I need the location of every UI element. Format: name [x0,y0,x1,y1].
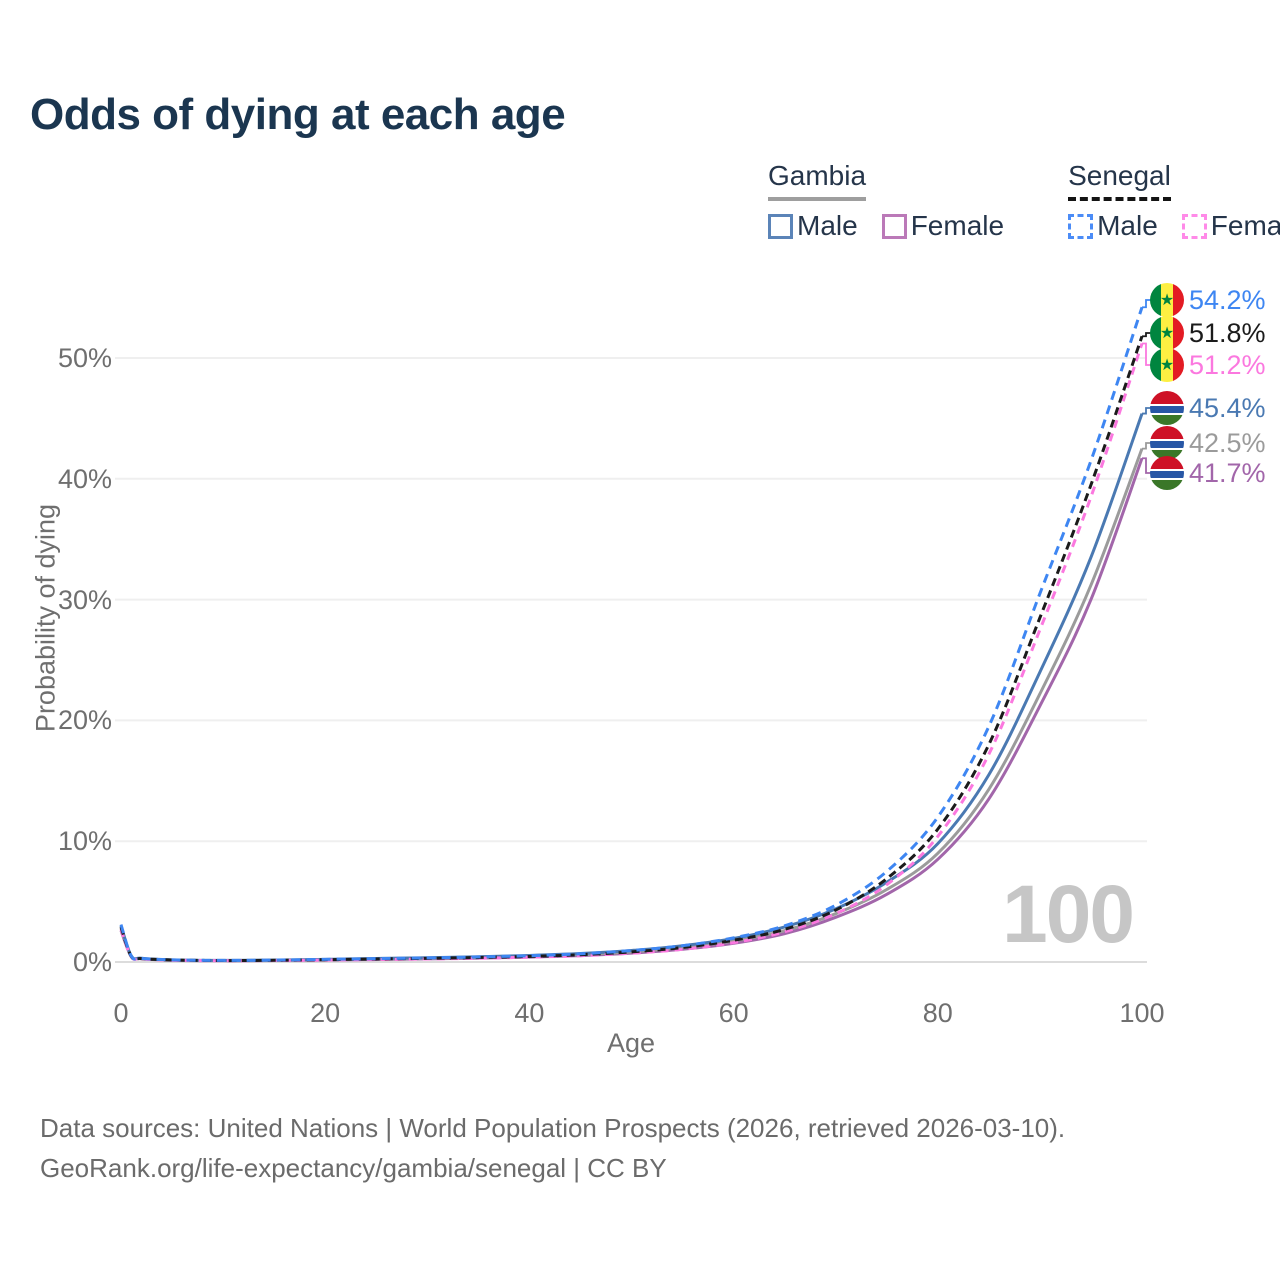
x-tick-label: 20 [310,998,341,1028]
legend-item-gambia-male[interactable]: Male [768,210,858,242]
y-tick-label: 10% [57,826,112,857]
y-tick-label: 0% [72,947,112,977]
legend-items-gambia: Male Female [768,210,1028,242]
legend-item-label: Male [1097,210,1158,241]
y-tick-label: 20% [57,705,112,736]
x-tick-label: 60 [718,998,749,1028]
legend-item-gambia-female[interactable]: Female [881,210,1005,242]
y-tick-label: 50% [57,343,112,373]
age-counter-watermark: 100 [1002,869,1135,960]
page-title: Odds of dying at each age [30,90,566,139]
legend-item-label: Female [1210,210,1280,241]
legend-items-senegal: Male Female [1068,210,1280,242]
legend-item-senegal-female[interactable]: Female [1181,210,1280,242]
gambia-male-swatch-icon [768,213,793,239]
x-tick-label: 40 [514,998,545,1028]
legend-group-gambia: Gambia Male Female [768,160,1028,242]
legend-item-label: Female [910,210,1005,241]
senegal-male-swatch-icon [1068,213,1094,239]
legend-group-senegal: Senegal Male Female [1068,160,1280,242]
x-tick-label: 0 [113,998,129,1028]
gambia-female-swatch-icon [881,213,907,239]
chart-legend: Gambia Male Female Senegal Male [768,160,1280,242]
x-axis-title: Age [606,1028,656,1058]
legend-item-label: Male [797,210,858,241]
data-sources-line: Data sources: United Nations | World Pop… [40,1113,1066,1143]
attribution-line: GeoRank.org/life-expectancy/gambia/seneg… [40,1153,667,1183]
y-axis-title: Probability of dying [30,503,61,733]
y-tick-label: 30% [57,584,112,615]
legend-country-gambia[interactable]: Gambia [768,160,867,201]
legend-item-senegal-male[interactable]: Male [1068,210,1158,242]
y-tick-label: 40% [57,463,112,494]
legend-country-senegal[interactable]: Senegal [1068,160,1171,201]
x-tick-label: 100 [1119,998,1165,1028]
x-tick-label: 80 [922,998,953,1028]
senegal-female-swatch-icon [1181,213,1207,239]
footer: Data sources: United Nations | World Pop… [40,1108,1065,1188]
